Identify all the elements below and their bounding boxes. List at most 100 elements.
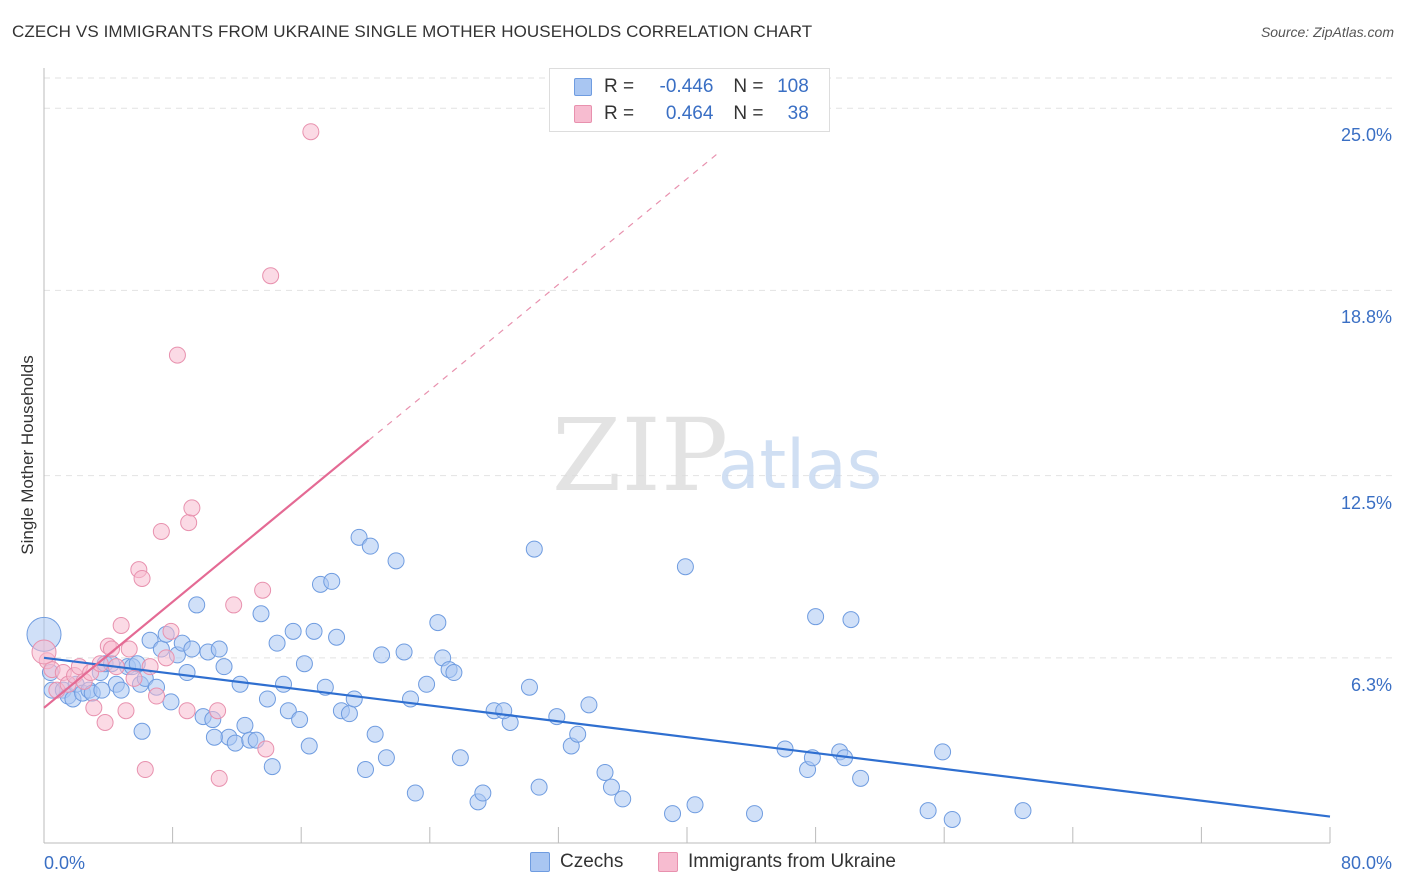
point-czechs: [377, 749, 395, 767]
legend-swatch-czechs: [530, 852, 550, 872]
legend-r-label: R =: [604, 76, 635, 97]
point-czechs: [919, 802, 937, 820]
x-tick-label-min: 0.0%: [44, 853, 86, 873]
point-ukraine: [183, 499, 201, 517]
point-czechs: [215, 658, 233, 676]
legend-row-czechs: R = -0.446 N = 108: [574, 75, 809, 99]
point-czechs: [395, 643, 413, 661]
legend-label-ukraine: Immigrants from Ukraine: [688, 851, 896, 872]
point-ukraine-large: [31, 639, 57, 665]
point-czechs: [275, 675, 293, 693]
point-czechs: [676, 558, 694, 576]
point-czechs: [258, 690, 276, 708]
correlation-legend: R = -0.446 N = 108 R = 0.464 N = 38: [549, 68, 830, 132]
point-czechs: [842, 611, 860, 629]
point-czechs: [1014, 802, 1032, 820]
point-ukraine: [157, 649, 175, 667]
series-legend: Czechs Immigrants from Ukraine: [0, 851, 1406, 879]
point-czechs: [188, 596, 206, 614]
point-ukraine: [133, 569, 151, 587]
point-ukraine: [96, 713, 114, 731]
point-czechs: [934, 743, 952, 761]
point-czechs: [345, 690, 363, 708]
trend-line-ukraine: [43, 439, 370, 709]
point-ukraine: [112, 617, 130, 635]
point-ukraine: [125, 669, 143, 687]
legend-n-label: N =: [733, 103, 764, 124]
legend-swatch-ukraine: [574, 105, 592, 123]
watermark: ZIP atlas: [552, 397, 882, 514]
point-czechs: [451, 749, 469, 767]
point-czechs: [133, 722, 151, 740]
point-czechs: [366, 725, 384, 743]
point-czechs: [664, 805, 682, 823]
legend-item-czechs[interactable]: Czechs: [530, 851, 623, 873]
point-czechs: [387, 552, 405, 570]
point-czechs: [350, 528, 368, 546]
trend-extension-ukraine: [368, 151, 720, 441]
point-ukraine: [103, 640, 121, 658]
point-ukraine: [178, 702, 196, 720]
point-czechs: [807, 608, 825, 626]
point-czechs: [474, 784, 492, 802]
legend-r-value: -0.446: [659, 76, 714, 97]
point-czechs: [323, 572, 341, 590]
data-points: [26, 123, 1032, 828]
point-ukraine: [209, 702, 227, 720]
point-czechs: [252, 605, 270, 623]
point-czechs: [112, 681, 130, 699]
legend-item-ukraine[interactable]: Immigrants from Ukraine: [658, 851, 896, 873]
point-czechs: [263, 758, 281, 776]
grid-lines: [44, 77, 1392, 659]
point-czechs: [614, 790, 632, 808]
point-czechs: [746, 805, 764, 823]
point-czechs: [340, 705, 358, 723]
point-czechs: [328, 628, 346, 646]
point-czechs: [236, 716, 254, 734]
point-ukraine: [162, 622, 180, 640]
point-czechs: [361, 537, 379, 555]
point-czechs: [852, 769, 870, 787]
point-ukraine: [168, 346, 186, 364]
legend-n-value: 108: [777, 76, 809, 97]
point-czechs: [162, 693, 180, 711]
legend-label-czechs: Czechs: [560, 851, 624, 872]
point-czechs: [178, 664, 196, 682]
point-czechs: [141, 631, 159, 649]
y-tick-label: 12.5%: [1340, 492, 1392, 513]
axes: [43, 68, 1331, 844]
point-czechs: [520, 678, 538, 696]
point-czechs: [357, 761, 374, 779]
point-ukraine: [136, 761, 154, 779]
point-czechs: [406, 784, 424, 802]
point-czechs: [231, 675, 249, 693]
y-tick-label: 6.3%: [1350, 674, 1392, 695]
point-ukraine: [180, 514, 198, 532]
legend-n-label: N =: [733, 76, 764, 97]
point-czechs: [602, 778, 620, 796]
watermark-atlas: atlas: [718, 426, 882, 505]
watermark-zip: ZIP: [552, 397, 728, 514]
legend-r-label: R =: [604, 103, 635, 124]
point-czechs: [530, 778, 548, 796]
point-czechs: [268, 634, 286, 652]
trend-line-czechs: [43, 656, 1331, 818]
point-ukraine: [254, 581, 272, 599]
x-tick-label-max: 80.0%: [1340, 853, 1392, 873]
chart-title: CZECH VS IMMIGRANTS FROM UKRAINE SINGLE …: [12, 22, 813, 41]
point-czechs: [686, 796, 704, 814]
point-ukraine: [152, 522, 170, 540]
point-czechs: [300, 737, 318, 755]
point-czechs: [373, 646, 391, 664]
y-tick-label: 25.0%: [1340, 125, 1392, 146]
point-czechs: [279, 702, 297, 720]
point-ukraine: [148, 687, 166, 705]
legend-r-value: 0.464: [665, 103, 714, 124]
point-ukraine: [85, 699, 103, 717]
trend-lines: [43, 151, 1331, 818]
point-czechs: [205, 728, 223, 746]
legend-swatch-ukraine: [658, 852, 678, 872]
point-czechs: [943, 810, 961, 828]
point-czechs: [210, 640, 228, 658]
